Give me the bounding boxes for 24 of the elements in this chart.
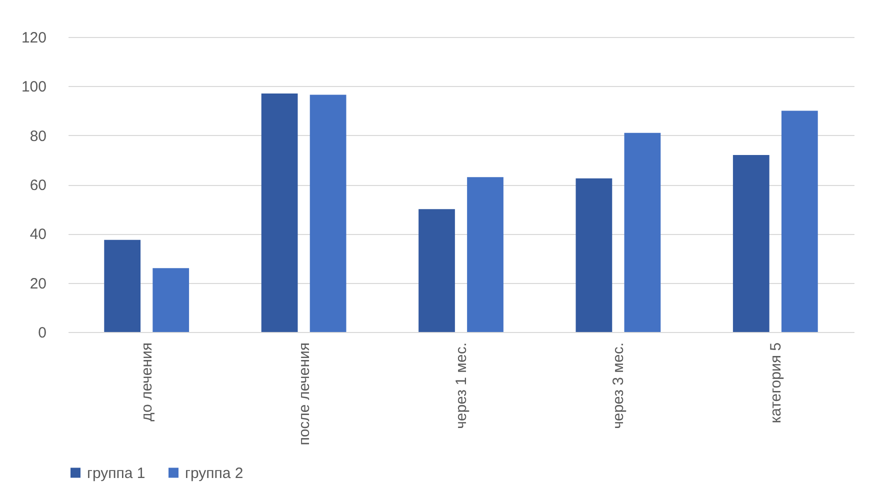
y-tick-label: 80 — [30, 128, 46, 145]
y-tick-label: 60 — [30, 177, 46, 194]
bar — [152, 268, 190, 332]
bar — [732, 155, 770, 332]
bar — [310, 94, 346, 332]
legend-label: группа 1 — [87, 464, 146, 482]
bar — [576, 178, 612, 332]
bar — [418, 209, 455, 332]
bar — [104, 240, 141, 332]
x-tick-label: категория 5 — [767, 342, 784, 424]
x-tick-label: через 3 мес. — [610, 342, 628, 429]
bar — [261, 94, 298, 332]
x-tick-label: после лечения — [296, 342, 313, 446]
y-tick-label: 0 — [38, 324, 46, 342]
y-tick-label: 20 — [30, 275, 46, 292]
bar — [781, 110, 818, 332]
y-tick-label: 120 — [21, 30, 46, 46]
bar — [467, 177, 504, 332]
x-tick-label: до лечения — [138, 342, 156, 422]
legend-label: группа 2 — [185, 464, 244, 482]
y-tick-label: 40 — [30, 226, 46, 244]
bar — [624, 132, 661, 332]
x-tick-label: через 1 мес. — [453, 342, 470, 429]
y-tick-label: 100 — [21, 78, 46, 96]
